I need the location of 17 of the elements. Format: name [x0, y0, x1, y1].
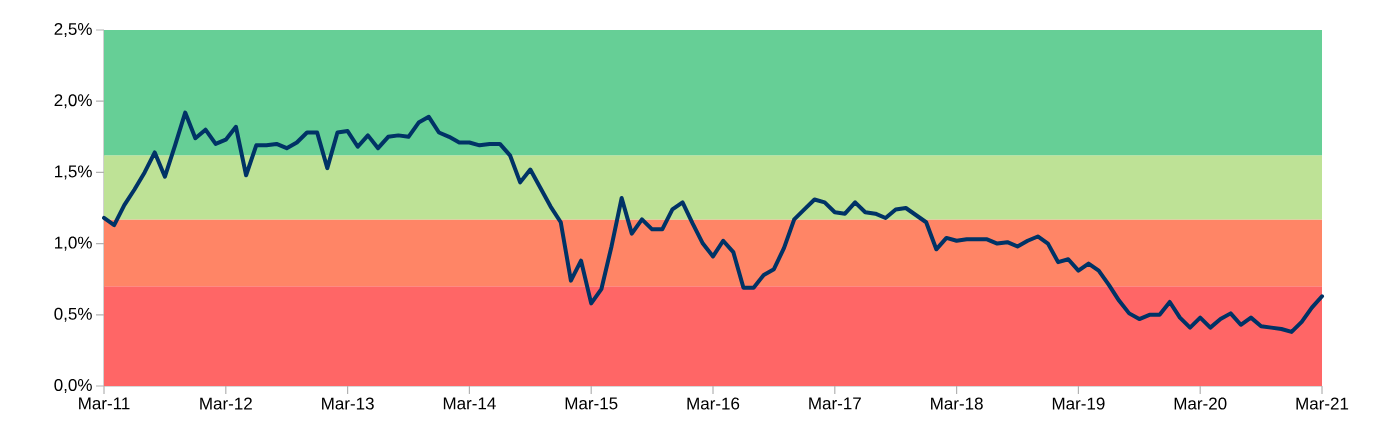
- x-tick-label: Mar-16: [687, 397, 740, 410]
- x-tick-label: Mar-20: [1174, 397, 1227, 410]
- x-tick-label: Mar-12: [200, 397, 252, 410]
- x-tick-label: Mar-18: [931, 397, 983, 410]
- y-tick-label: 0,0%: [54, 378, 92, 394]
- x-tick-label: Mar-13: [322, 397, 374, 410]
- y-tick-label: 1,0%: [55, 236, 92, 251]
- y-tick-label: 2,0%: [54, 94, 92, 109]
- x-tick-label: Mar-14: [443, 397, 496, 410]
- x-tick-label: Mar-15: [565, 397, 618, 410]
- y-tick-label: 1,5%: [55, 165, 92, 180]
- x-tick-label: Mar-21: [1296, 397, 1349, 410]
- x-tick-label: Mar-17: [809, 397, 861, 410]
- y-tick-label: 0,5%: [54, 307, 92, 322]
- x-tick-label: Mar-19: [1052, 397, 1105, 410]
- y-tick-label: 2,5%: [54, 22, 92, 38]
- x-tick-label: Mar-11: [79, 397, 130, 410]
